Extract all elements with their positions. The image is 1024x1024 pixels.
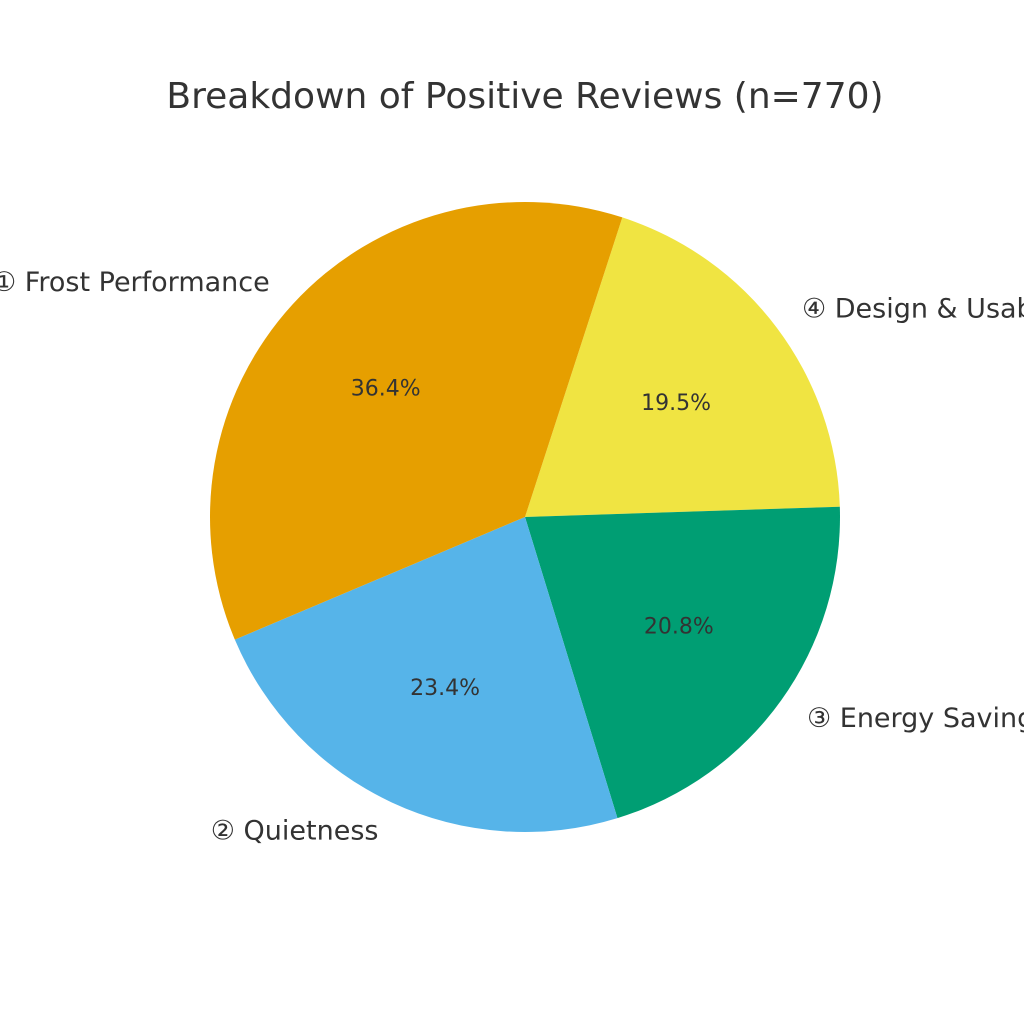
pie-slice-3 <box>210 201 623 640</box>
pie-category-label-0: ④ Design & Usability <box>802 293 1024 324</box>
pie-slice-0 <box>525 217 840 518</box>
pie-slice-2 <box>234 517 618 832</box>
pie-percent-label-2: 23.4% <box>410 676 480 701</box>
pie-percent-label-1: 20.8% <box>644 614 714 639</box>
outer-labels-layer: ④ Design & Usability ③ Energy Savings ② Qu… <box>0 267 1024 846</box>
pie-percent-label-0: 19.5% <box>641 391 711 416</box>
pie-category-label-3: ① Frost Performance <box>0 267 270 298</box>
pie-slice-1 <box>525 506 841 819</box>
percent-labels-layer: 19.5% 20.8% 23.4% 36.4% <box>351 377 714 701</box>
pie-category-label-1: ③ Energy Savings <box>807 703 1024 734</box>
chart-title: Breakdown of Positive Reviews (n=770) <box>166 76 883 117</box>
pie-category-label-2: ② Quietness <box>211 816 379 847</box>
slices-layer <box>210 201 841 832</box>
pie-percent-label-3: 36.4% <box>351 377 421 402</box>
